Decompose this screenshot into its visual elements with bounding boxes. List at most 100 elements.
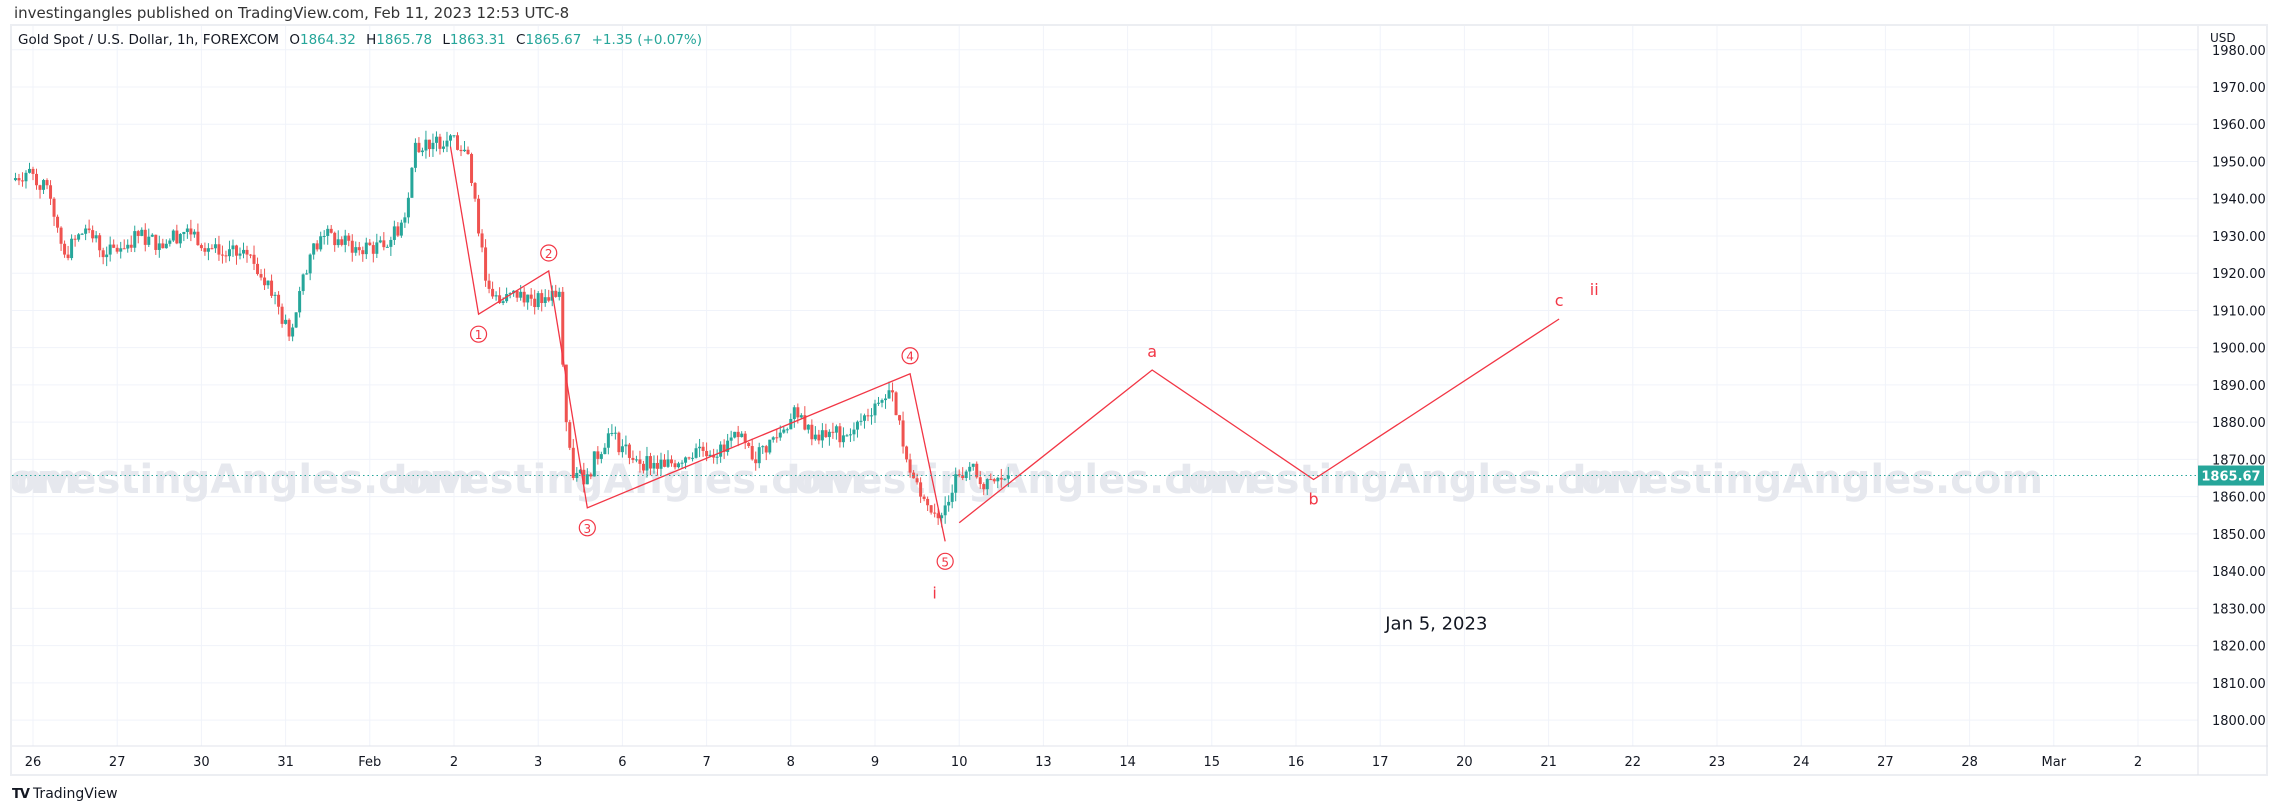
candle-down — [466, 149, 470, 155]
candle-down — [705, 450, 709, 457]
candle-down — [136, 231, 140, 236]
y-tick-label: 1920.00 — [2212, 267, 2266, 282]
candle-down — [470, 154, 474, 184]
candle-up — [726, 440, 730, 452]
candle-down — [382, 240, 386, 248]
y-tick-label: 1810.00 — [2212, 677, 2266, 692]
candle-up — [645, 456, 649, 471]
candle-down — [957, 474, 961, 476]
watermark-text: InvestingAngles.com — [1572, 457, 2043, 503]
change-value: +1.35 (+0.07%) — [591, 32, 703, 48]
candle-up — [603, 447, 607, 455]
candle-up — [771, 437, 775, 440]
symbol-legend: Gold Spot / U.S. Dollar, 1h, FOREXCOM O1… — [18, 32, 708, 48]
candle-up — [501, 301, 505, 303]
candle-down — [522, 291, 526, 303]
candle-down — [175, 230, 179, 244]
candle-up — [508, 293, 512, 295]
candle-down — [31, 168, 35, 174]
footer-brand[interactable]: TradingView — [32, 786, 118, 802]
candle-up — [273, 294, 277, 296]
candle-up — [406, 197, 410, 218]
candle-up — [399, 222, 403, 236]
symbol-title[interactable]: Gold Spot / U.S. Dollar, 1h, FOREXCOM — [18, 32, 280, 48]
candle-up — [385, 246, 389, 248]
candle-up — [354, 247, 358, 253]
candle-up — [24, 172, 28, 182]
candle-down — [38, 185, 42, 190]
candle-down — [975, 463, 979, 478]
candle-up — [392, 226, 396, 240]
candle-down — [796, 407, 800, 418]
candle-down — [582, 469, 586, 485]
wave-label: 5 — [941, 555, 949, 569]
candle-up — [845, 435, 849, 437]
candle-down — [224, 255, 228, 257]
wave-label: ii — [1590, 280, 1599, 299]
candle-down — [263, 277, 267, 286]
x-tick-label: 26 — [25, 755, 42, 770]
candle-up — [806, 424, 810, 430]
candle-up — [785, 429, 789, 431]
candle-down — [750, 446, 754, 460]
candle-up — [242, 249, 245, 254]
candle-down — [63, 243, 67, 255]
elliott-wave-line — [449, 146, 946, 542]
candle-up — [855, 421, 859, 430]
high-value: 1865.78 — [376, 32, 433, 48]
candle-up — [150, 234, 154, 237]
candle-up — [70, 238, 74, 259]
candle-up — [284, 319, 288, 324]
y-tick-label: 1870.00 — [2212, 453, 2266, 468]
candle-up — [778, 432, 782, 438]
candle-up — [441, 146, 445, 149]
candle-up — [680, 462, 684, 464]
candle-down — [529, 294, 533, 299]
candle-up — [659, 459, 663, 469]
candle-up — [168, 240, 172, 244]
watermark-text: InvestingAngles.com — [786, 457, 1257, 503]
candle-down — [810, 424, 814, 440]
candle-up — [757, 447, 761, 464]
candle-down — [277, 294, 281, 307]
candle-up — [985, 479, 989, 490]
candle-up — [666, 459, 670, 467]
candle-down — [905, 446, 909, 460]
candle-down — [456, 135, 460, 150]
open-value: 1864.32 — [299, 32, 356, 48]
candle-down — [199, 245, 203, 249]
candle-down — [831, 431, 835, 433]
y-tick-label: 1840.00 — [2212, 565, 2266, 580]
candle-up — [799, 415, 803, 418]
candle-up — [298, 291, 302, 313]
candle-up — [171, 230, 175, 241]
candle-up — [708, 454, 712, 457]
candle-down — [122, 248, 126, 250]
x-tick-label: 2 — [2134, 755, 2142, 770]
candle-up — [996, 477, 1000, 482]
wave-label-circle — [578, 519, 596, 537]
candle-down — [52, 198, 56, 217]
x-tick-label: 24 — [1793, 755, 1810, 770]
candle-up — [694, 448, 698, 458]
wave-label: 4 — [906, 350, 914, 364]
candle-down — [817, 434, 821, 441]
candle-down — [922, 496, 926, 499]
candle-up — [119, 248, 123, 252]
x-tick-label: 27 — [1877, 755, 1894, 770]
candle-down — [350, 240, 354, 253]
candle-up — [519, 291, 523, 298]
candle-up — [768, 439, 772, 453]
candle-up — [869, 415, 873, 417]
candle-down — [112, 244, 116, 248]
candle-up — [105, 254, 109, 258]
candle-down — [982, 484, 986, 490]
candle-up — [729, 437, 733, 441]
candle-down — [333, 232, 337, 246]
x-tick-label: 8 — [787, 755, 795, 770]
candle-up — [859, 420, 863, 422]
y-tick-label: 1950.00 — [2212, 155, 2266, 170]
candle-up — [80, 233, 84, 235]
candle-down — [35, 173, 39, 186]
